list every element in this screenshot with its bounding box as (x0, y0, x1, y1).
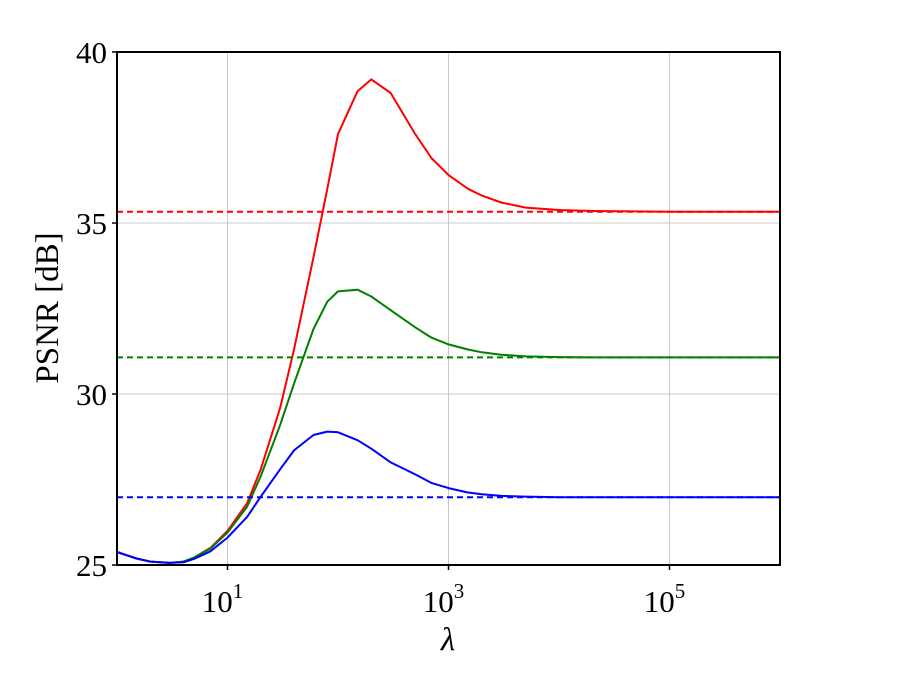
x-tick-exponent: 3 (454, 579, 465, 603)
x-tick-label: 103 (423, 579, 465, 619)
x-axis-label: λ (440, 622, 455, 658)
x-tick-label: 101 (202, 579, 244, 619)
y-tick-label: 40 (76, 35, 107, 70)
y-tick-label: 30 (76, 377, 107, 412)
y-tick-label: 35 (76, 206, 107, 241)
x-tick-base: 10 (202, 584, 233, 619)
x-tick-base: 10 (423, 584, 454, 619)
x-tick-base: 10 (644, 584, 675, 619)
y-tick-label: 25 (76, 548, 107, 583)
grid (117, 52, 780, 565)
x-tick-label: 105 (644, 579, 686, 619)
x-tick-exponent: 1 (233, 579, 244, 603)
x-tick-exponent: 5 (675, 579, 686, 603)
series-group (116, 78, 780, 564)
series-line-2 (116, 430, 780, 564)
y-axis-label: PSNR [dB] (30, 232, 66, 383)
series-line-1 (116, 288, 780, 564)
